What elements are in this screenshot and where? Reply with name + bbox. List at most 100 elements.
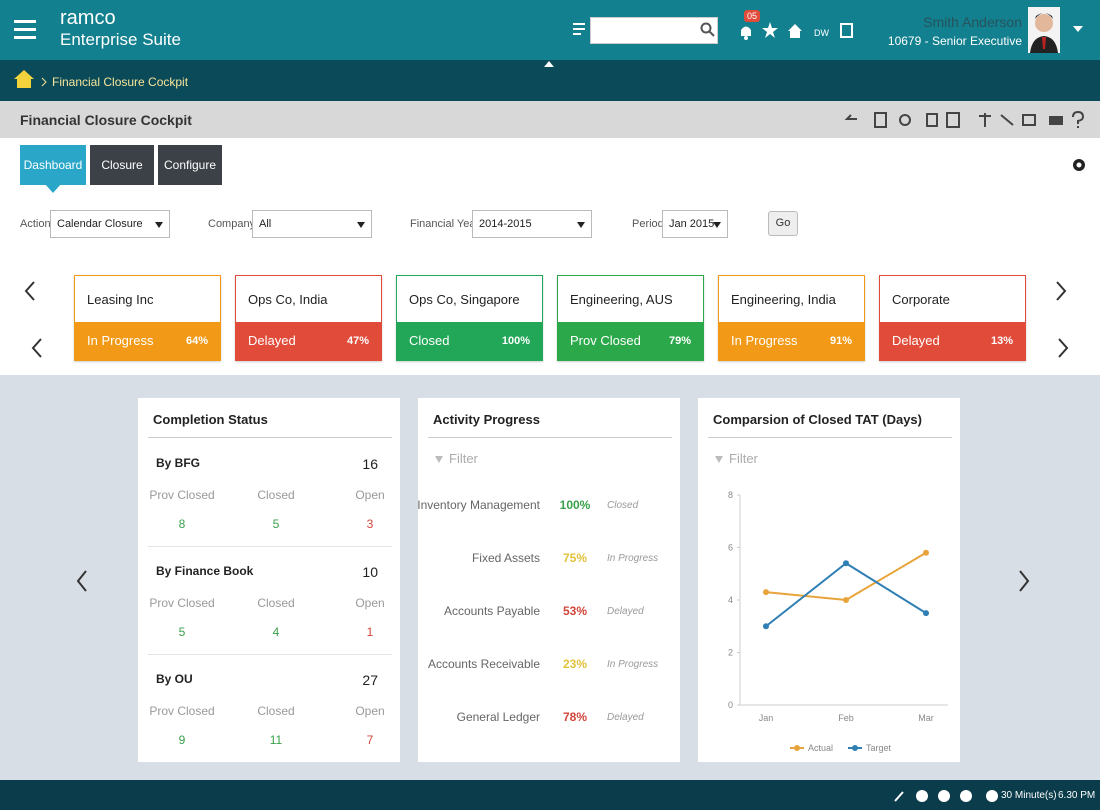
activity-percent: 53% xyxy=(562,604,588,618)
column-count: 9 xyxy=(178,733,186,747)
tab[interactable]: Dashboard xyxy=(20,145,86,185)
footer-icons[interactable] xyxy=(893,789,1001,803)
go-button[interactable]: Go xyxy=(768,211,798,236)
y-tick-label: 8 xyxy=(728,490,733,500)
toolbar-icons[interactable] xyxy=(843,110,1093,130)
tab[interactable]: Configure xyxy=(158,145,222,185)
star-icon[interactable] xyxy=(762,22,778,38)
company-status: Closed xyxy=(409,333,450,348)
brand: ramco xyxy=(60,7,116,29)
activity-percent: 23% xyxy=(562,657,588,671)
avatar[interactable] xyxy=(1028,7,1060,53)
group-total: 27 xyxy=(362,672,378,688)
column-count: 8 xyxy=(178,517,186,531)
breadcrumb[interactable]: Financial Closure Cockpit xyxy=(52,75,189,89)
column-label: Prov Closed xyxy=(149,488,215,502)
tab-pointer xyxy=(45,184,61,193)
group-divider xyxy=(148,546,392,547)
filter-text[interactable]: Filter xyxy=(729,451,758,466)
company-name: Ops Co, Singapore xyxy=(409,292,520,307)
company-card[interactable]: Ops Co, Singapore Closed 100% xyxy=(396,275,543,361)
column-count: 5 xyxy=(272,517,280,531)
tab[interactable]: Closure xyxy=(90,145,154,185)
top-bar xyxy=(0,0,1100,60)
company-card[interactable]: Corporate Delayed 13% xyxy=(879,275,1026,361)
filter-value: Calendar Closure xyxy=(57,218,143,230)
filter-select[interactable]: Calendar Closure xyxy=(50,210,170,238)
settings-gear[interactable] xyxy=(1071,157,1087,173)
data-point xyxy=(843,560,849,567)
company-card[interactable]: Engineering, AUS Prov Closed 79% xyxy=(557,275,704,361)
legend-label: Actual xyxy=(808,743,833,753)
status-bar: In Progress 64% xyxy=(75,322,220,360)
group-label: By OU xyxy=(156,672,193,686)
user-role: 10679 - Senior Executive xyxy=(887,34,1022,48)
column-label: Prov Closed xyxy=(149,596,215,610)
filter-select[interactable]: 2014-2015 xyxy=(472,210,592,238)
dropdown-caret xyxy=(155,222,163,228)
x-tick-label: Mar xyxy=(918,713,934,723)
clock-time: 6.30 PM xyxy=(1058,790,1096,801)
list-icon[interactable] xyxy=(573,22,587,38)
company-status: In Progress xyxy=(87,333,154,348)
data-point xyxy=(923,610,929,617)
activity-percent: 78% xyxy=(562,710,588,724)
activity-name: Inventory Management xyxy=(417,498,540,512)
data-point xyxy=(763,589,769,596)
activity-status: Closed xyxy=(607,500,639,511)
panel-prev-arrow[interactable] xyxy=(76,569,88,593)
next-arrow[interactable] xyxy=(1057,337,1069,359)
panel-title: Completion Status xyxy=(153,412,268,427)
search-icon[interactable] xyxy=(700,22,716,38)
panel-divider xyxy=(148,437,392,438)
panel-divider xyxy=(708,437,952,438)
export-icon[interactable] xyxy=(840,22,854,38)
status-bar: Delayed 13% xyxy=(880,322,1025,360)
company-card[interactable]: Leasing Inc In Progress 64% xyxy=(74,275,221,361)
x-tick-label: Feb xyxy=(838,713,854,723)
column-count: 1 xyxy=(366,625,374,639)
company-status: In Progress xyxy=(731,333,798,348)
company-name: Engineering, AUS xyxy=(570,292,673,307)
y-tick-label: 4 xyxy=(728,595,733,605)
y-tick-label: 6 xyxy=(728,543,733,553)
collapse-caret[interactable] xyxy=(544,61,554,67)
x-tick-label: Jan xyxy=(759,713,774,723)
column-count: 3 xyxy=(366,517,374,531)
filter-icon[interactable] xyxy=(435,456,443,463)
home-icon[interactable] xyxy=(788,24,802,38)
company-card[interactable]: Engineering, India In Progress 91% xyxy=(718,275,865,361)
menu-icon[interactable] xyxy=(14,20,38,40)
chart: 0 2 4 6 8 Jan Feb Mar Actual Target xyxy=(728,490,948,753)
company-percent: 47% xyxy=(346,335,369,347)
activity-status: Delayed xyxy=(607,712,644,723)
activity-name: General Ledger xyxy=(456,710,540,724)
search-box[interactable] xyxy=(590,17,718,44)
panel-next-arrow[interactable] xyxy=(1018,569,1030,593)
legend-marker xyxy=(852,745,858,751)
dw-icon[interactable]: DW xyxy=(814,28,829,38)
filter-label: Period xyxy=(632,218,664,230)
prev-arrow[interactable] xyxy=(31,337,43,359)
filter-select[interactable]: Jan 2015 xyxy=(662,210,728,238)
notification-badge: 05 xyxy=(744,10,761,22)
activity-name: Accounts Payable xyxy=(443,604,540,618)
company-name: Ops Co, India xyxy=(248,292,328,307)
company-card[interactable]: Ops Co, India Delayed 47% xyxy=(235,275,382,361)
status-bar: Closed 100% xyxy=(397,322,542,360)
filter-icon[interactable] xyxy=(715,456,723,463)
filter-value: Jan 2015 xyxy=(669,218,715,230)
user-menu-caret[interactable] xyxy=(1073,26,1083,32)
filter-text[interactable]: Filter xyxy=(449,451,478,466)
filter-select[interactable]: All xyxy=(252,210,372,238)
home-breadcrumb-icon[interactable] xyxy=(14,70,34,88)
company-percent: 100% xyxy=(501,335,530,347)
dropdown-caret xyxy=(577,222,585,228)
prev-page-arrow[interactable] xyxy=(24,280,46,302)
filter-label: Financial Year xyxy=(410,218,480,230)
bell-icon[interactable] xyxy=(738,22,754,42)
page-title: Financial Closure Cockpit xyxy=(20,112,192,128)
activity-percent: 100% xyxy=(559,498,591,512)
next-page-arrow[interactable] xyxy=(1055,280,1077,302)
